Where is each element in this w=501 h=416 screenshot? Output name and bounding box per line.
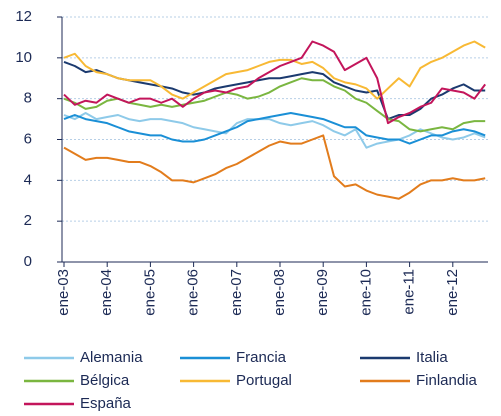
y-tick-label: 6 bbox=[24, 130, 32, 147]
x-tick-label: ene-04 bbox=[98, 269, 115, 316]
legend-label: Bélgica bbox=[80, 372, 130, 389]
y-tick-label: 4 bbox=[24, 171, 32, 188]
series-line bbox=[63, 40, 486, 125]
series-line bbox=[63, 111, 486, 149]
y-tick-label: 8 bbox=[24, 90, 32, 107]
series-line bbox=[63, 60, 486, 121]
x-tick-label: ene-07 bbox=[228, 269, 245, 316]
y-tick-label: 10 bbox=[15, 49, 32, 66]
x-tick-label: ene-03 bbox=[55, 269, 72, 316]
y-tick-label: 2 bbox=[24, 212, 32, 229]
legend-label: Alemania bbox=[80, 349, 143, 366]
x-tick-label: ene-11 bbox=[401, 269, 418, 315]
series-line bbox=[63, 77, 486, 133]
legend-label: Portugal bbox=[236, 372, 292, 389]
x-tick-label: ene-05 bbox=[141, 269, 158, 316]
legend-label: Francia bbox=[236, 349, 287, 366]
legend-label: Finlandia bbox=[416, 372, 478, 389]
x-tick-label: ene-08 bbox=[271, 269, 288, 316]
series-line bbox=[63, 111, 486, 145]
y-tick-label: 0 bbox=[24, 253, 32, 270]
x-tick-label: ene-06 bbox=[185, 269, 202, 316]
x-tick-label: ene-09 bbox=[314, 269, 331, 316]
y-tick-label: 12 bbox=[15, 8, 32, 25]
series-line bbox=[63, 134, 486, 200]
x-tick-label: ene-12 bbox=[444, 269, 461, 316]
legend-label: Italia bbox=[416, 349, 448, 366]
series-line bbox=[63, 40, 486, 100]
legend-label: España bbox=[80, 395, 132, 412]
x-tick-label: ene-10 bbox=[357, 269, 374, 316]
